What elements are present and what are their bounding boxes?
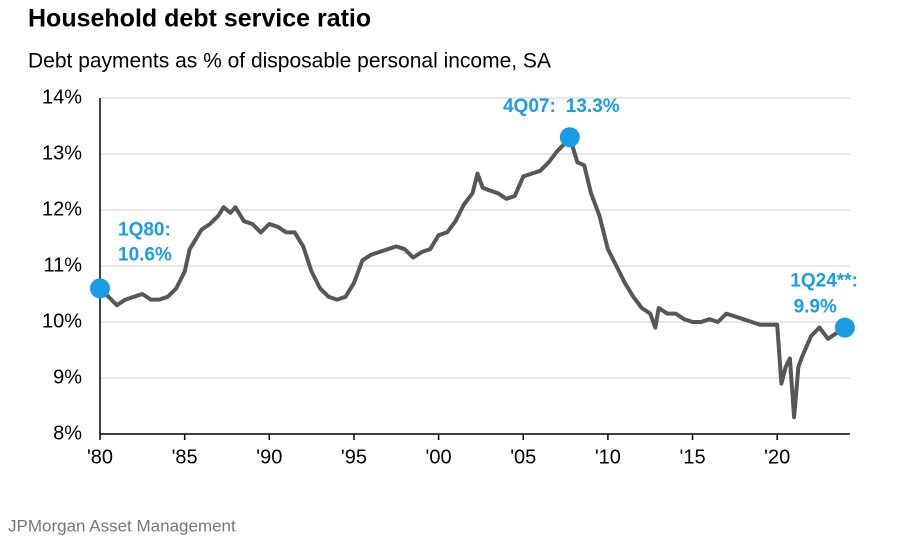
annotation-value: 13.3% — [566, 96, 620, 117]
chart-title: Household debt service ratio — [28, 5, 371, 33]
annotation-value: 10.6% — [118, 244, 172, 265]
chart-subtitle: Debt payments as % of disposable persona… — [28, 50, 551, 73]
annotation-label: 4Q07: — [503, 96, 556, 117]
x-tick-label: '80 — [87, 446, 113, 468]
annotation-value: 9.9% — [794, 297, 837, 318]
x-tick-label: '15 — [680, 446, 706, 468]
x-tick-label: '85 — [172, 446, 198, 468]
y-tick-label: 12% — [42, 198, 82, 220]
x-tick-label: '00 — [426, 446, 452, 468]
x-tick-label: '10 — [595, 446, 621, 468]
y-tick-label: 9% — [53, 366, 82, 388]
y-tick-label: 14% — [42, 86, 82, 108]
source: JPMorgan Asset Management — [8, 516, 236, 535]
x-tick-label: '05 — [510, 446, 536, 468]
annotation-marker — [834, 317, 855, 338]
y-tick-label: 11% — [43, 254, 82, 276]
annotation-marker — [90, 278, 110, 299]
x-tick-label: '20 — [764, 446, 790, 468]
x-tick-label: '95 — [341, 446, 367, 468]
annotation-marker — [559, 127, 580, 148]
y-tick-label: 13% — [42, 142, 82, 164]
annotation-label: 1Q24**: — [790, 271, 858, 292]
line — [98, 135, 847, 420]
y-tick-label: 8% — [53, 422, 82, 444]
annotation-label: 1Q80: — [118, 219, 171, 240]
x-tick-label: '90 — [256, 446, 282, 468]
y-tick-label: 10% — [42, 310, 82, 332]
